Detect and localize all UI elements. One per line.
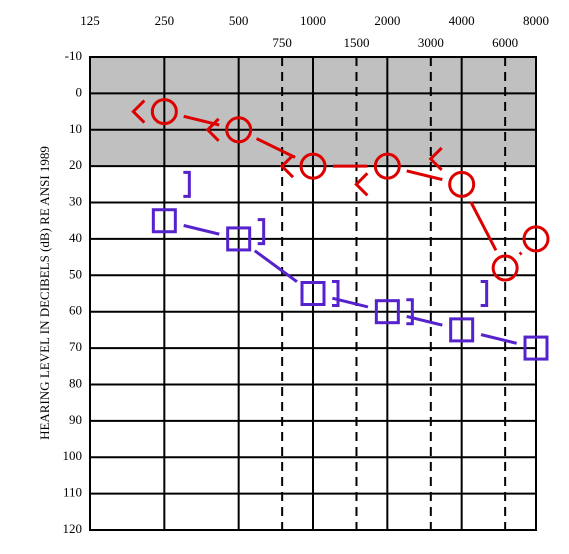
marker-square [449, 317, 475, 343]
marker-square [300, 281, 326, 306]
y-tick-label: 110 [63, 485, 82, 500]
y-tick-label: -10 [65, 48, 82, 63]
marker-bone-right [131, 99, 146, 124]
marker-square [151, 208, 177, 234]
x-tick-label-minor: 6000 [492, 35, 518, 50]
marker-square [226, 226, 252, 252]
x-tick-label: 4000 [449, 13, 475, 28]
x-tick-label: 1000 [300, 13, 326, 28]
marker-bone-left [183, 170, 191, 198]
x-tick-label: 2000 [374, 13, 400, 28]
marker-circle [299, 152, 327, 180]
y-tick-label: 60 [69, 303, 82, 318]
marker-circle [150, 98, 178, 126]
marker-bone-right [205, 117, 220, 142]
y-axis-label: HEARING LEVEL IN DECIBELS (dB) RE ANSI 1… [37, 146, 52, 440]
marker-bone-left [257, 218, 266, 246]
y-tick-label: 30 [69, 194, 82, 209]
marker-bone-right [279, 154, 295, 179]
marker-bone-left [480, 280, 489, 307]
marker-bone-right [354, 172, 369, 197]
y-tick-label: 0 [76, 84, 83, 99]
y-tick-label: 50 [69, 266, 82, 281]
x-tick-label-minor: 1500 [343, 35, 369, 50]
y-tick-label: 90 [69, 412, 82, 427]
marker-circle [225, 116, 253, 144]
series-line [163, 110, 538, 271]
marker-bone-right [428, 146, 443, 171]
marker-circle [522, 225, 550, 253]
x-tick-label: 8000 [523, 13, 549, 28]
marker-bone-left [406, 298, 414, 326]
y-tick-label: 70 [69, 339, 82, 354]
y-tick-label: 20 [69, 157, 82, 172]
marker-square [374, 299, 400, 325]
x-tick-label-minor: 3000 [418, 35, 444, 50]
y-tick-label: 120 [63, 521, 83, 536]
plot-border [89, 56, 537, 531]
marker-circle [373, 152, 401, 180]
marker-circle [448, 170, 476, 198]
x-tick-label: 250 [155, 13, 175, 28]
x-tick-label: 500 [229, 13, 249, 28]
x-tick-label-minor: 750 [272, 35, 292, 50]
y-tick-label: 80 [69, 375, 82, 390]
y-tick-label: 100 [63, 448, 83, 463]
marker-bone-left [332, 280, 340, 307]
marker-circle [491, 254, 519, 282]
y-tick-label: 40 [69, 230, 82, 245]
x-tick-label: 125 [80, 13, 100, 28]
marker-square [523, 335, 549, 361]
y-tick-label: 10 [69, 121, 82, 136]
